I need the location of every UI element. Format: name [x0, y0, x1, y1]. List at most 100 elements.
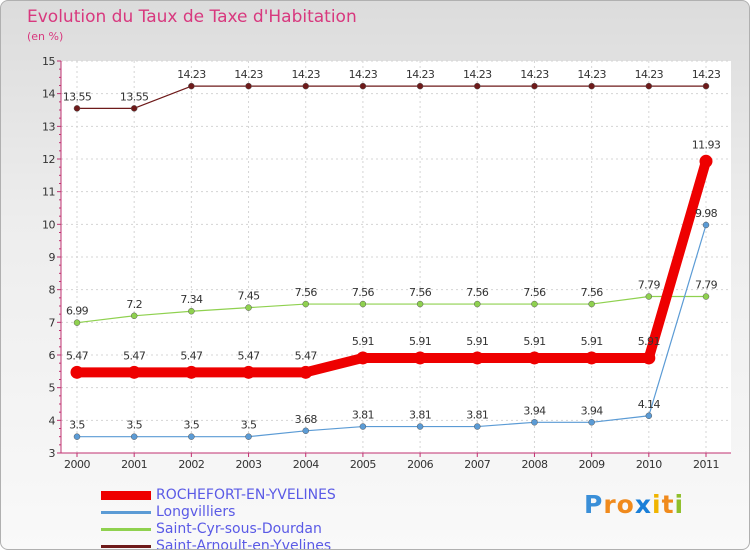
data-label: 5.91	[352, 335, 374, 348]
logo-letter: i	[652, 490, 662, 519]
y-tick-label: 11	[42, 186, 55, 199]
data-point	[188, 82, 195, 90]
data-point	[70, 365, 84, 379]
data-label: 7.56	[466, 286, 489, 299]
proxiti-logo: Proxiti	[584, 490, 684, 519]
data-label: 3.5	[126, 419, 142, 432]
data-label: 7.56	[295, 286, 318, 299]
y-tick-label: 15	[42, 55, 55, 68]
logo-letter: x	[634, 490, 652, 519]
data-point	[359, 82, 367, 90]
logo-letter: r	[603, 490, 617, 519]
data-point	[73, 319, 81, 326]
data-label: 3.94	[523, 404, 546, 417]
y-tick-label: 6	[49, 349, 56, 362]
data-point	[359, 423, 367, 430]
data-label: 4.14	[638, 398, 661, 411]
data-point	[242, 365, 256, 379]
data-label: 5.91	[466, 335, 488, 348]
data-point	[245, 304, 252, 311]
x-tick-label: 2002	[178, 458, 204, 471]
data-point	[645, 82, 653, 90]
data-label: 13.55	[63, 90, 92, 103]
data-point	[245, 433, 252, 440]
data-label: 3.81	[352, 409, 374, 422]
y-tick-label: 12	[42, 153, 55, 166]
data-label: 11.93	[692, 138, 721, 151]
data-point	[184, 365, 198, 379]
data-label: 7.34	[180, 293, 203, 306]
legend-label-longvilliers: Longvilliers	[156, 504, 236, 520]
data-point	[302, 427, 309, 435]
legend-swatch-rochefort	[101, 491, 151, 500]
data-label: 14.23	[177, 68, 206, 81]
data-label: 9.98	[695, 207, 718, 220]
x-tick-label: 2003	[236, 458, 262, 471]
data-point	[302, 300, 309, 308]
data-label: 13.55	[120, 90, 149, 103]
x-tick-label: 2010	[636, 458, 662, 471]
data-label: 7.56	[581, 286, 604, 299]
data-point	[702, 293, 710, 300]
chart-subtitle: (en %)	[27, 30, 64, 43]
data-label: 14.23	[349, 68, 378, 81]
y-tick-label: 10	[42, 218, 55, 231]
data-point	[531, 82, 538, 90]
x-tick-label: 2008	[521, 458, 547, 471]
data-label: 3.5	[184, 419, 200, 432]
data-point	[130, 433, 138, 440]
data-point	[585, 351, 599, 365]
data-label: 14.23	[520, 68, 549, 81]
data-label: 5.91	[523, 335, 545, 348]
legend-swatch-saint-cyr	[101, 528, 151, 531]
data-point	[474, 300, 481, 308]
data-label: 5.47	[123, 349, 146, 362]
data-label: 5.47	[237, 349, 260, 362]
data-label: 14.23	[406, 68, 435, 81]
data-label: 5.47	[295, 349, 318, 362]
data-point	[416, 423, 424, 430]
data-label: 7.2	[126, 298, 142, 311]
data-point	[130, 105, 138, 112]
data-label: 14.23	[692, 68, 721, 81]
series-line-0	[72, 156, 711, 378]
x-tick-label: 2001	[121, 458, 147, 471]
logo-letter: i	[674, 490, 685, 519]
data-point	[531, 300, 538, 308]
series-line-1	[76, 224, 707, 438]
y-tick-label: 7	[49, 316, 56, 329]
data-label: 5.91	[638, 335, 660, 348]
x-tick-label: 2009	[579, 458, 605, 471]
data-point	[527, 351, 541, 365]
data-label: 3.81	[409, 409, 431, 422]
logo-letter: P	[584, 490, 604, 519]
data-label: 5.91	[409, 335, 431, 348]
data-label: 14.23	[635, 68, 664, 81]
data-label: 7.56	[409, 286, 432, 299]
data-point	[245, 82, 252, 90]
data-label: 3.5	[241, 419, 257, 432]
data-label: 7.56	[523, 286, 546, 299]
data-point	[73, 433, 81, 440]
y-tick-label: 3	[49, 447, 56, 460]
series-line-2	[76, 295, 707, 324]
data-point	[645, 412, 653, 420]
data-label: 14.23	[291, 68, 320, 81]
y-tick-label: 8	[49, 284, 56, 297]
data-point	[130, 312, 138, 320]
data-label: 7.79	[638, 279, 661, 292]
data-point	[702, 82, 710, 90]
data-point	[188, 307, 195, 315]
legend-label-saint-cyr: Saint-Cyr-sous-Dourdan	[156, 521, 322, 537]
data-point	[474, 423, 481, 430]
data-point	[531, 419, 538, 426]
x-tick-label: 2007	[464, 458, 490, 471]
data-point	[413, 351, 427, 365]
data-label: 3.68	[295, 413, 318, 426]
x-tick-label: 2000	[64, 458, 90, 471]
data-point	[645, 293, 653, 300]
data-label: 7.45	[237, 290, 260, 303]
data-label: 3.94	[581, 404, 604, 417]
x-tick-label: 2004	[293, 458, 319, 471]
